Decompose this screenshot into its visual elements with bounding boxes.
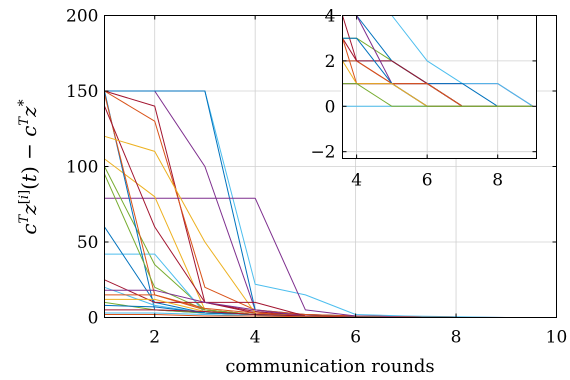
y-tick-label: 50 (77, 233, 99, 253)
x-tick-label: 6 (350, 328, 361, 348)
y-tick-label: 0 (88, 309, 99, 329)
inset-axes-frame (342, 15, 537, 159)
y-tick-label: 4 (325, 7, 336, 27)
y-tick-label: 100 (66, 158, 98, 178)
inset-ticks: 4 6 8 −2 0 2 4 (310, 7, 537, 191)
series-line-15 (104, 279, 557, 318)
inset-background (341, 15, 537, 159)
x-tick-label: 4 (351, 171, 362, 191)
inset-plot: 4 6 8 −2 0 2 4 (310, 7, 537, 191)
x-axis-label: communication rounds (225, 356, 434, 377)
y-tick-label: −2 (310, 143, 335, 163)
x-tick-label: 2 (149, 328, 160, 348)
series-line-16 (342, 83, 533, 107)
y-tick-label: 150 (66, 82, 98, 102)
y-tick-label: 2 (325, 52, 336, 72)
y-tick-label: 200 (66, 7, 98, 27)
x-tick-label: 8 (492, 171, 503, 191)
x-tick-label: 6 (422, 171, 433, 191)
series-line-12 (104, 135, 557, 318)
x-tick-label: 8 (451, 328, 462, 348)
svg-text:cTz[i](t) − cTz*: cTz[i](t) − cTz* (16, 99, 41, 234)
y-tick-label: 0 (325, 97, 336, 117)
x-tick-label: 10 (546, 328, 568, 348)
series-line-13 (104, 173, 557, 318)
y-axis-label: cTz[i](t) − cTz* (16, 99, 41, 234)
x-tick-label: 4 (250, 328, 261, 348)
